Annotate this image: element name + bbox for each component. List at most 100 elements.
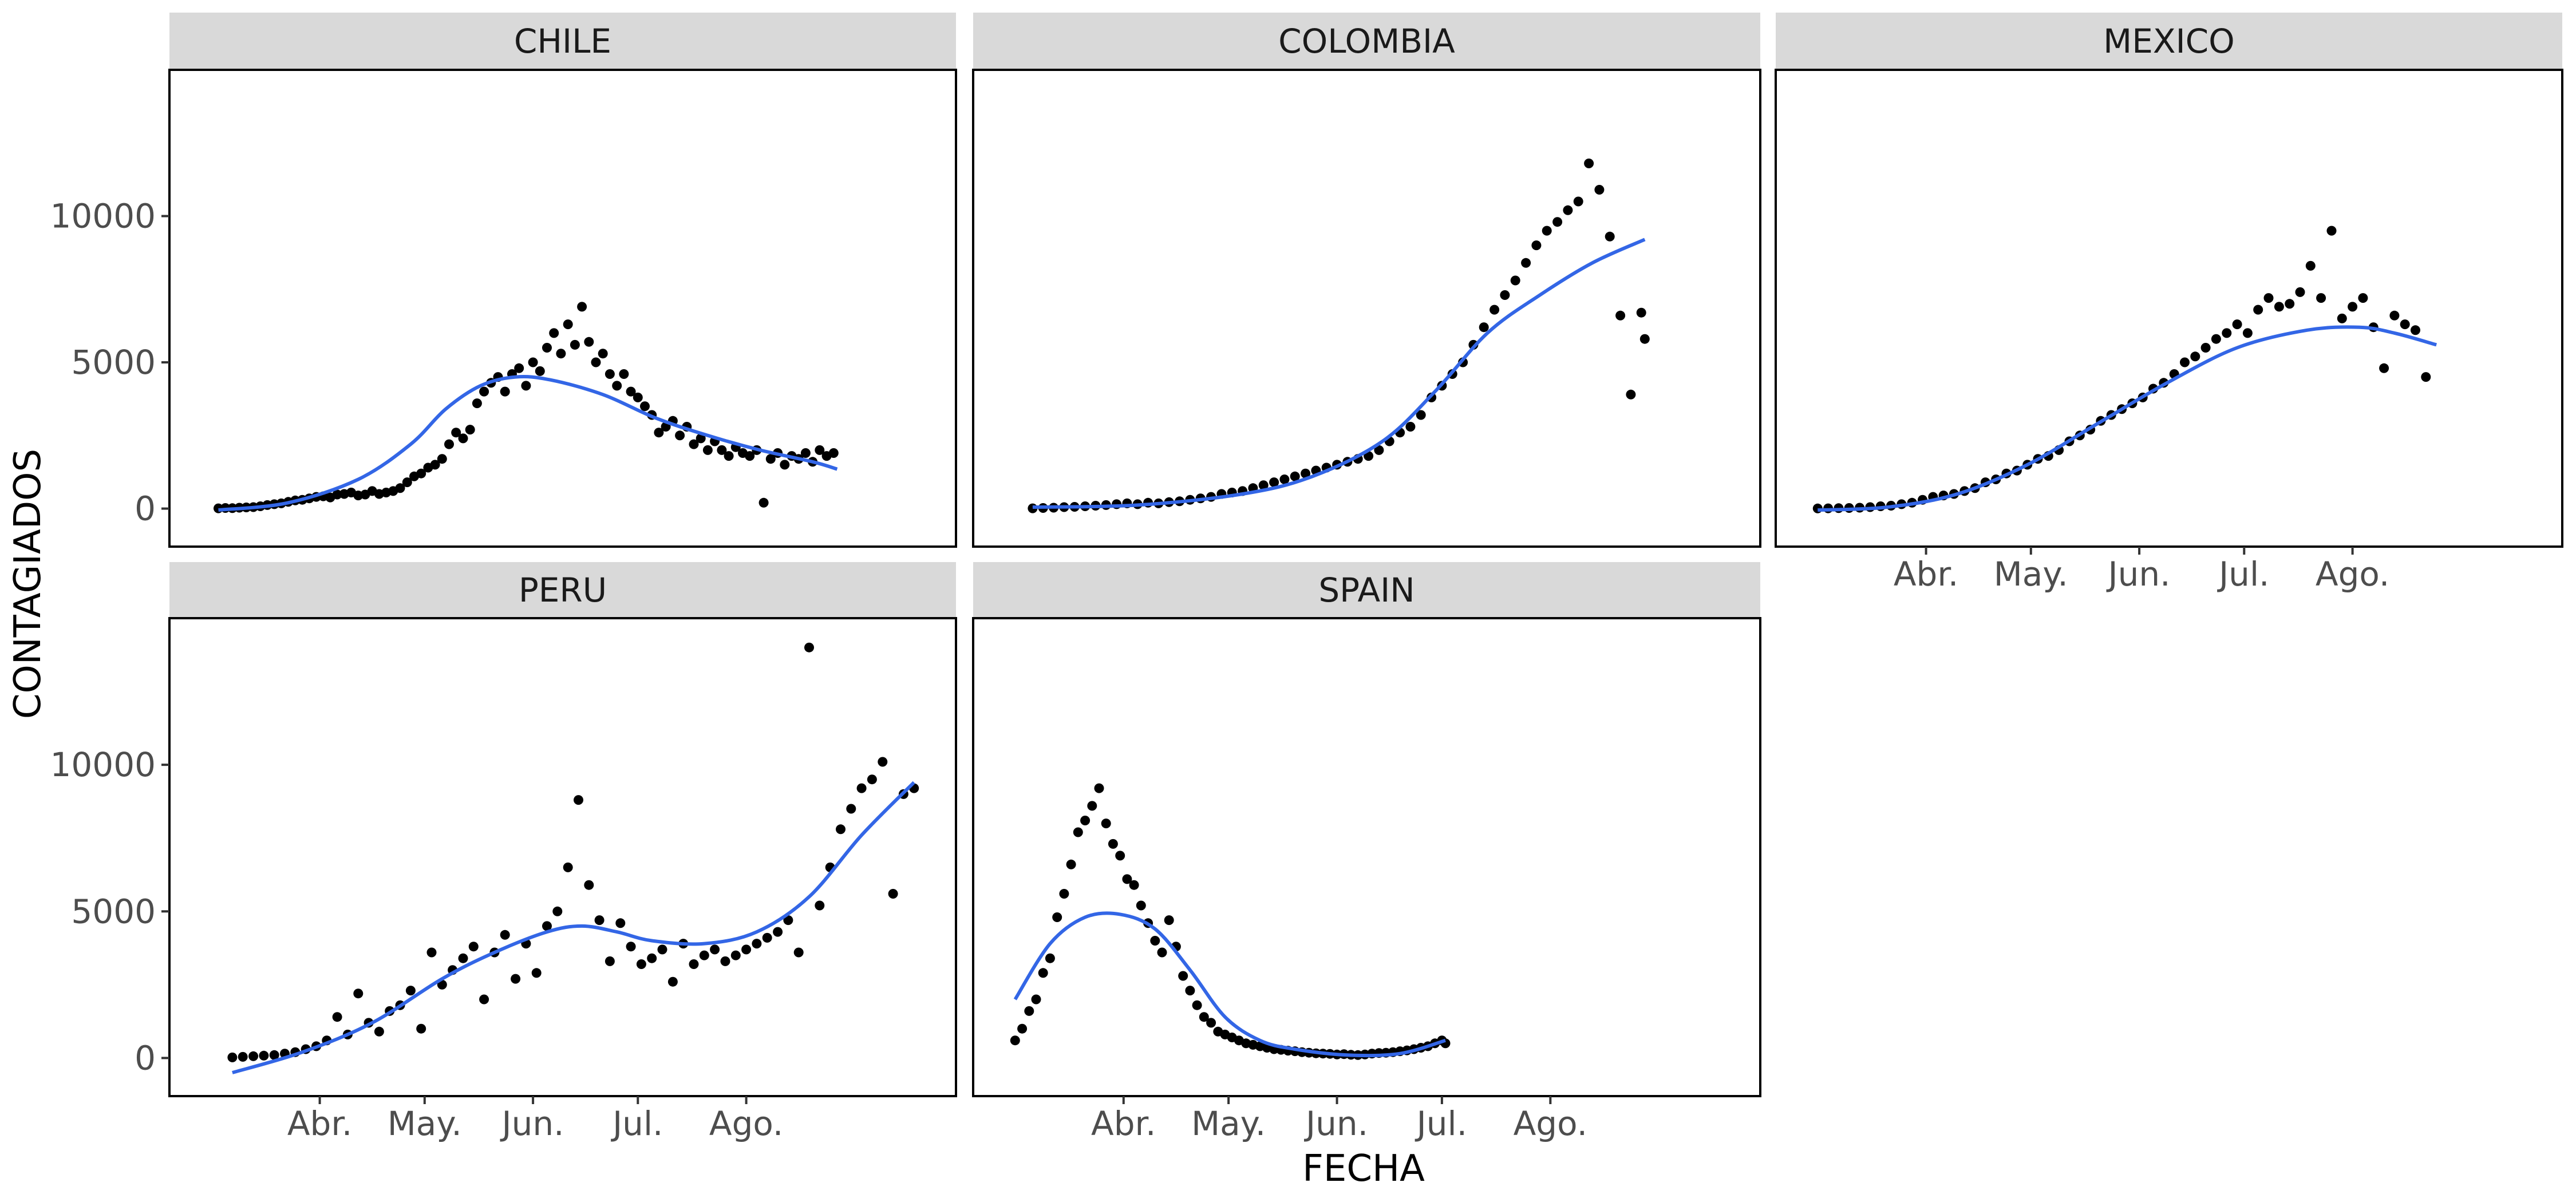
data-point: [1626, 389, 1636, 400]
data-point: [828, 448, 839, 458]
data-point: [815, 900, 825, 911]
x-tick-label: Abr.: [287, 1104, 352, 1143]
data-point: [500, 930, 510, 940]
data-point: [752, 939, 762, 949]
y-tick-label: 5000: [71, 343, 156, 382]
data-point: [549, 328, 559, 338]
data-point: [2263, 293, 2274, 303]
data-point: [227, 1052, 238, 1062]
data-point: [1017, 1023, 1028, 1034]
data-point: [238, 1051, 248, 1062]
data-point: [762, 932, 772, 943]
data-point: [1192, 1000, 1202, 1010]
data-point: [353, 989, 364, 999]
panel-border: [1775, 69, 2563, 548]
data-point: [2421, 372, 2431, 382]
data-point: [1199, 1012, 1209, 1022]
data-point: [1258, 480, 1269, 491]
data-point: [605, 369, 615, 379]
data-point: [612, 381, 622, 391]
data-point: [675, 430, 685, 441]
data-point: [1185, 986, 1195, 996]
data-point: [1094, 783, 1104, 793]
data-point: [619, 369, 629, 379]
data-point: [1066, 859, 1076, 869]
data-point: [710, 944, 720, 955]
data-point: [1059, 889, 1069, 899]
data-point: [1157, 947, 1167, 958]
data-point: [2190, 351, 2200, 362]
data-point: [720, 956, 730, 966]
panels-layer: CHILE 0 5000 10000 COLOMBIA MEXICO Abr. May. Jun…: [50, 13, 2563, 1143]
data-point: [773, 927, 783, 937]
data-point: [444, 439, 454, 449]
data-point: [1045, 953, 1055, 963]
strip-background: [1776, 13, 2562, 70]
data-point: [702, 445, 713, 455]
data-point: [667, 976, 678, 987]
data-point: [563, 319, 573, 330]
panel-border: [168, 617, 957, 1097]
data-point: [2305, 260, 2316, 271]
data-point: [1416, 410, 1426, 420]
data-point: [1605, 231, 1615, 242]
data-point: [1101, 819, 1111, 829]
data-point: [626, 386, 636, 397]
y-tick-label: 10000: [50, 197, 156, 236]
data-point: [1563, 205, 1573, 215]
data-point: [815, 445, 825, 455]
y-tick-label: 0: [135, 1038, 156, 1077]
data-point: [1479, 322, 1489, 333]
data-point: [741, 944, 752, 955]
data-point: [1573, 196, 1583, 207]
data-point: [1150, 936, 1160, 946]
smooth-line: [1032, 238, 1646, 509]
data-point: [2253, 305, 2263, 315]
panel-data: [1010, 783, 1451, 1060]
data-point: [867, 774, 877, 785]
data-point: [1129, 880, 1139, 890]
panel-data: [214, 302, 839, 513]
x-tick-label: Jul.: [611, 1104, 663, 1143]
data-point: [556, 349, 566, 359]
data-point: [514, 363, 524, 373]
panel-spain: SPAIN Abr. May. Jun. Jul. Ago.: [972, 562, 1761, 1143]
data-point: [1206, 1018, 1216, 1028]
data-point: [2180, 357, 2190, 367]
data-point: [780, 460, 790, 470]
smooth-line: [1818, 325, 2437, 512]
strip-label: CHILE: [514, 22, 611, 61]
data-point: [1301, 468, 1311, 479]
data-point: [2222, 328, 2232, 338]
data-point: [626, 942, 636, 952]
data-point: [1290, 471, 1300, 481]
data-point: [269, 1050, 279, 1060]
data-point: [402, 477, 412, 488]
panel-data: [1028, 159, 1650, 513]
data-point: [793, 947, 804, 958]
data-point: [1080, 816, 1091, 825]
data-point: [765, 454, 776, 464]
data-point: [1178, 971, 1188, 981]
data-point: [1052, 912, 1062, 922]
data-point: [878, 757, 888, 767]
data-point: [800, 448, 811, 458]
strip-label: PERU: [519, 571, 607, 610]
smooth-line: [232, 781, 915, 1074]
data-point: [511, 974, 521, 984]
data-point: [465, 425, 475, 435]
data-point: [1636, 307, 1646, 318]
data-point: [405, 986, 416, 996]
data-point: [2348, 302, 2358, 312]
data-point: [846, 804, 856, 814]
strip-background: [169, 562, 956, 618]
data-point: [1136, 900, 1146, 911]
data-point: [633, 392, 643, 402]
x-tick-label: May.: [1191, 1104, 1266, 1143]
data-point: [1594, 185, 1605, 195]
data-point: [2242, 328, 2253, 338]
data-point: [535, 366, 545, 376]
x-tick-label: Jul.: [1415, 1104, 1467, 1143]
data-point: [594, 915, 605, 926]
data-point: [1024, 1006, 1034, 1016]
